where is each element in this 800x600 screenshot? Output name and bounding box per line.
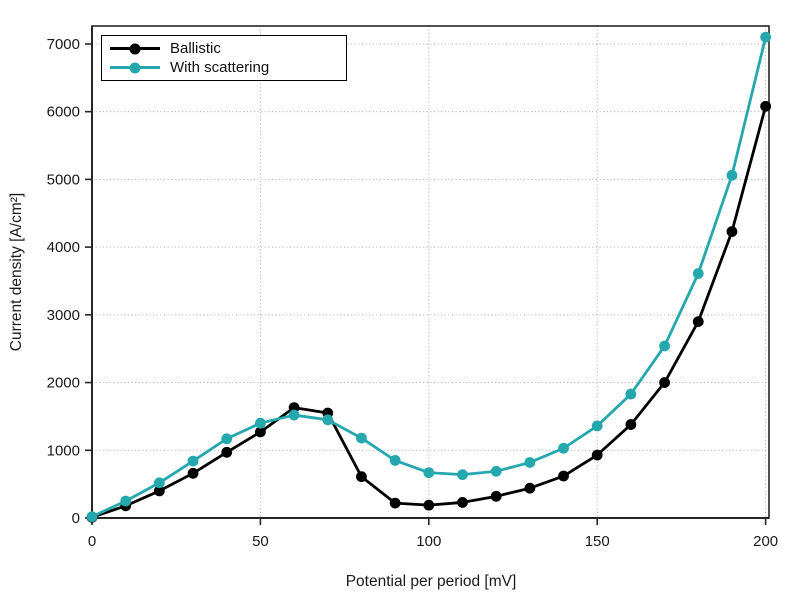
data-point-marker (288, 402, 300, 414)
data-point-marker (659, 377, 670, 388)
x-tick-label-1: 50 (252, 533, 269, 550)
ticks: 0 50 100 150 2000100020003000400050006000700… (47, 36, 779, 550)
data-point-marker (490, 465, 502, 477)
data-point-marker (591, 420, 603, 432)
data-point-marker (726, 226, 738, 237)
y-tick-label-1: 1000 (47, 442, 80, 459)
data-point-marker (423, 499, 435, 511)
gridlines (92, 26, 769, 518)
data-point-marker (153, 485, 165, 497)
legend-label-ballistic: Ballistic (170, 40, 221, 57)
data-point-marker (356, 471, 367, 483)
plot-frame (91, 25, 770, 519)
legend-marker-with-scattering (110, 62, 160, 74)
x-tick-label-4: 200 (753, 533, 778, 550)
data-point-marker (457, 469, 468, 481)
x-tick-label-3: 150 (585, 533, 610, 550)
y-tick-label-2: 2000 (47, 375, 80, 392)
data-point-marker (288, 409, 300, 421)
x-tick-label-2: 100 (416, 533, 441, 550)
data-point-marker (524, 457, 536, 468)
data-point-marker (692, 316, 704, 328)
legend-item-ballistic: Ballistic (110, 41, 340, 56)
x-tick-label-0: 0 (88, 533, 96, 550)
data-point-marker (255, 417, 266, 429)
x-axis-label: Potential per period [mV] (345, 573, 517, 590)
data-point-marker (760, 100, 772, 112)
data-point-marker (187, 455, 199, 467)
y-tick-label-7: 7000 (47, 36, 80, 53)
data-point-marker (760, 31, 772, 43)
legend-label-with-scattering: With scattering (170, 59, 270, 76)
data-point-marker (86, 511, 98, 523)
data-point-marker (591, 449, 603, 461)
y-tick-label-6: 6000 (47, 104, 80, 121)
data-point-marker (726, 169, 738, 181)
data-point-marker (221, 446, 233, 458)
data-point-marker (558, 470, 569, 482)
data-point-marker (221, 433, 233, 445)
data-point-marker (524, 482, 536, 494)
y-tick-label-0: 0 (72, 510, 80, 527)
legend-item-with-scattering: With scattering (110, 60, 340, 75)
y-tick-label-3: 3000 (47, 307, 80, 324)
data-point-marker (322, 414, 334, 426)
data-point-marker (692, 268, 704, 279)
series-line (91, 105, 767, 519)
data-point-marker (356, 432, 367, 444)
data-point-marker (558, 442, 569, 454)
data-point-marker (457, 497, 468, 508)
data-point-marker (389, 455, 401, 466)
data-point-marker (423, 467, 435, 479)
data-point-marker (120, 495, 132, 507)
data-point-marker (389, 497, 401, 509)
legend: Ballistic With scattering (101, 35, 347, 81)
y-tick-label-4: 4000 (47, 239, 80, 256)
y-tick-label-5: 5000 (47, 171, 80, 188)
data-point-marker (625, 419, 637, 430)
data-point-marker (153, 477, 165, 489)
data-point-marker (490, 490, 502, 502)
y-axis-label: Current density [A/cm²] (8, 192, 25, 352)
data-point-marker (625, 388, 637, 400)
data-point-marker (659, 340, 670, 352)
series-with-scattering (86, 31, 772, 523)
legend-dot-sample (129, 43, 141, 54)
legend-dot-sample (129, 62, 141, 73)
data-point-marker (187, 467, 199, 479)
series-ballistic (86, 100, 772, 523)
data-point-marker (255, 426, 266, 438)
legend-marker-ballistic (110, 43, 160, 55)
